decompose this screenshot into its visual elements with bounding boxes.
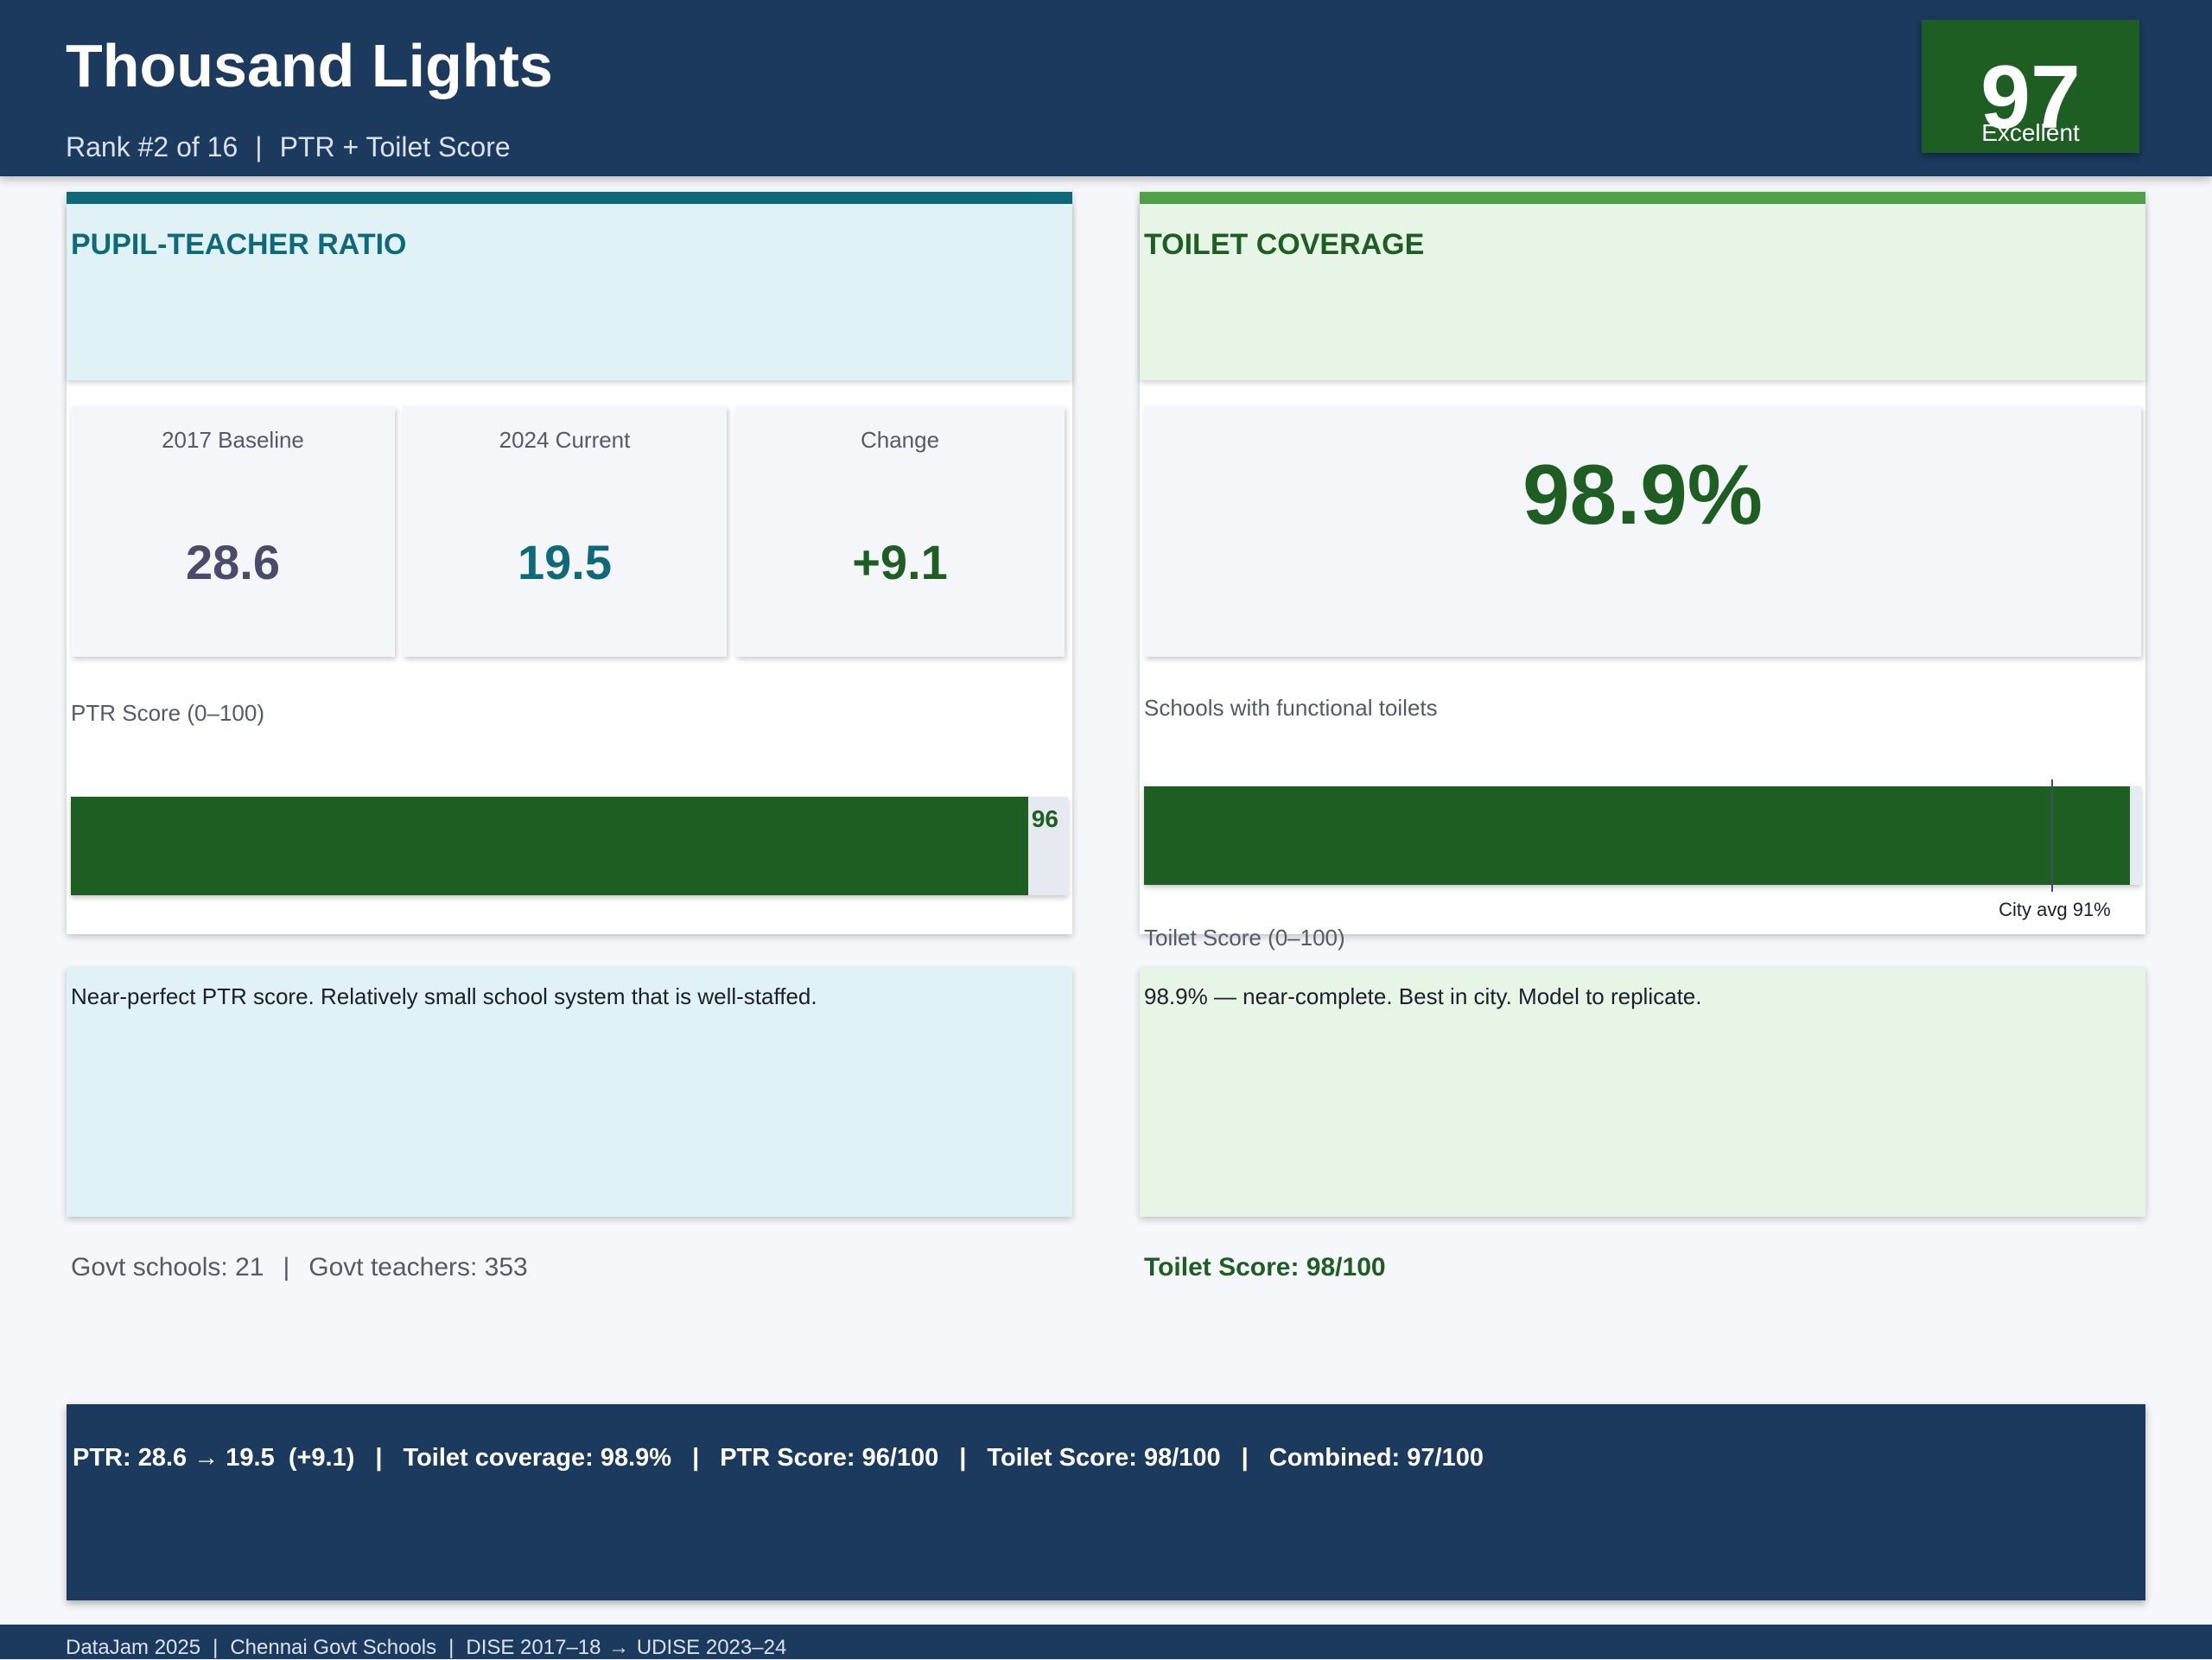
ptr-score-caption: PTR Score (0–100) bbox=[71, 700, 264, 726]
summary-band: PTR: 28.6 → 19.5 (+9.1) | Toilet coverage:… bbox=[67, 1404, 2145, 1600]
stat-baseline-value: 28.6 bbox=[186, 535, 280, 589]
footer-arrow-glyph: → bbox=[608, 1636, 630, 1659]
toilet-coverage-caption: Schools with functional toilets bbox=[1144, 695, 1438, 721]
stat-current-label: 2024 Current bbox=[499, 427, 631, 453]
footer-scope: Chennai Govt Schools bbox=[230, 1636, 437, 1659]
summary-ptr-score: PTR Score: 96/100 bbox=[720, 1444, 939, 1472]
summary-line: PTR: 28.6 → 19.5 (+9.1) | Toilet coverage:… bbox=[73, 1444, 1484, 1472]
footnote-separator: | bbox=[283, 1253, 290, 1282]
stat-baseline-label: 2017 Baseline bbox=[162, 427, 304, 453]
subtitle-separator: | bbox=[255, 131, 263, 162]
ptr-panel: PUPIL-TEACHER RATIO 2017 Baseline 28.6 2… bbox=[67, 192, 1072, 934]
summary-combined: Combined: 97/100 bbox=[1268, 1444, 1484, 1472]
toilet-score-bar bbox=[1144, 786, 2141, 885]
stat-baseline: 2017 Baseline 28.6 bbox=[71, 406, 395, 657]
ptr-score-bar bbox=[71, 797, 1068, 895]
summary-toilet-coverage: Toilet coverage: 98.9% bbox=[403, 1444, 672, 1472]
footer-separator: | bbox=[448, 1636, 454, 1659]
summary-separator: | bbox=[692, 1444, 700, 1472]
toilet-panel-header: TOILET COVERAGE bbox=[1140, 204, 2145, 380]
combined-score-value: 97 bbox=[1980, 48, 2081, 148]
footer-source-to: UDISE 2023–24 bbox=[636, 1636, 787, 1659]
city-average-label: City avg 91% bbox=[1999, 899, 2111, 920]
stat-change-label: Change bbox=[860, 427, 940, 453]
ptr-score-bar-label: 96 bbox=[1031, 805, 1058, 832]
city-average-marker bbox=[2051, 779, 2054, 892]
toilet-note-text: 98.9% — near-complete. Best in city. Mod… bbox=[1144, 983, 1702, 1009]
summary-separator: | bbox=[1241, 1444, 1249, 1472]
ptr-footnote: Govt schools: 21 | Govt teachers: 353 bbox=[71, 1253, 528, 1282]
summary-ptr: PTR: 28.6 → 19.5 (+9.1) bbox=[73, 1444, 355, 1472]
footer-bar: DataJam 2025 | Chennai Govt Schools | DISE 2… bbox=[0, 1625, 2212, 1659]
ptr-accent-bar bbox=[67, 192, 1072, 204]
toilet-note-card: 98.9% — near-complete. Best in city. Mod… bbox=[1140, 968, 2145, 1217]
toilet-footnote: Toilet Score: 98/100 bbox=[1144, 1253, 1386, 1282]
toilet-accent-bar bbox=[1140, 192, 2145, 204]
ptr-panel-header: PUPIL-TEACHER RATIO bbox=[67, 204, 1072, 380]
combined-score-label: Excellent bbox=[1981, 119, 2080, 146]
footer-arrow: → bbox=[603, 1636, 635, 1659]
header-banner bbox=[0, 0, 2212, 176]
footer-text: DataJam 2025 | Chennai Govt Schools | DISE 2… bbox=[66, 1636, 786, 1660]
footer-event: DataJam 2025 bbox=[66, 1636, 201, 1659]
govt-schools-count: Govt schools: 21 bbox=[71, 1253, 264, 1282]
toilet-coverage-box: 98.9% bbox=[1144, 406, 2141, 657]
toilet-panel: TOILET COVERAGE 98.9% Schools with funct… bbox=[1140, 192, 2145, 951]
ptr-note-text: Near-perfect PTR score. Relatively small… bbox=[71, 983, 817, 1009]
stat-current-value: 19.5 bbox=[518, 535, 612, 589]
footer-source-from: DISE 2017–18 bbox=[466, 1636, 601, 1659]
score-type-text: PTR + Toilet Score bbox=[279, 131, 511, 162]
toilet-coverage-value: 98.9% bbox=[1522, 447, 1763, 542]
summary-separator: | bbox=[375, 1444, 383, 1472]
toilet-panel-title: TOILET COVERAGE bbox=[1144, 228, 1425, 261]
stat-change-value: +9.1 bbox=[852, 535, 948, 589]
toilet-score-bar-fill bbox=[1144, 786, 2131, 885]
combined-score-badge: 97 Excellent bbox=[1922, 20, 2139, 153]
toilet-score-caption: Toilet Score (0–100) bbox=[1144, 925, 1345, 951]
summary-separator: | bbox=[959, 1444, 967, 1472]
footer-separator: | bbox=[213, 1636, 219, 1659]
page-title: Thousand Lights bbox=[66, 32, 553, 99]
ptr-score-bar-fill bbox=[71, 797, 1028, 895]
ptr-note-card: Near-perfect PTR score. Relatively small… bbox=[67, 968, 1072, 1217]
rank-text: Rank #2 of 16 bbox=[66, 131, 238, 162]
page-subtitle: Rank #2 of 16 | PTR + Toilet Score bbox=[66, 131, 511, 163]
ptr-panel-title: PUPIL-TEACHER RATIO bbox=[71, 228, 407, 261]
stat-current: 2024 Current 19.5 bbox=[403, 406, 727, 657]
govt-teachers-count: Govt teachers: 353 bbox=[308, 1253, 528, 1282]
summary-toilet-score: Toilet Score: 98/100 bbox=[987, 1444, 1221, 1472]
stat-change: Change +9.1 bbox=[735, 406, 1065, 657]
